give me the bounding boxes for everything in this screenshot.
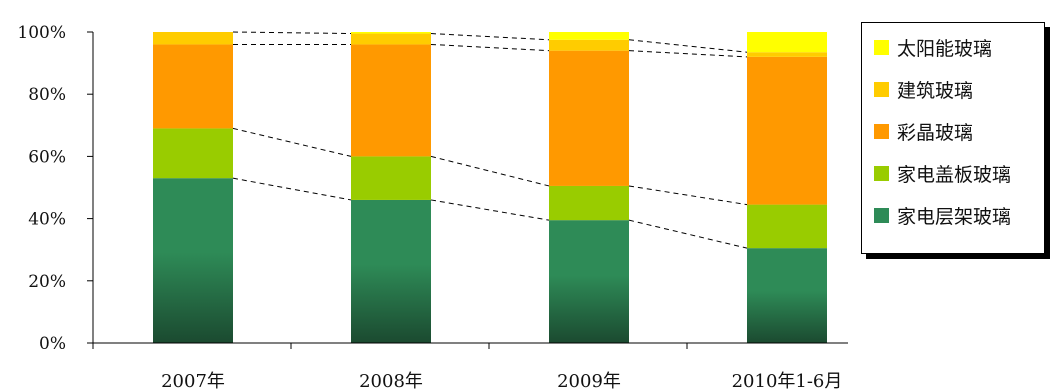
series-connector-line — [232, 31, 352, 35]
bar-segment-2-3 — [747, 56, 827, 205]
axes — [87, 31, 848, 349]
bar-segment-3-2 — [549, 39, 629, 51]
series-connector-line — [232, 127, 352, 157]
legend-item-color-crystal-glass: 彩晶玻璃 — [874, 117, 973, 145]
bar-segment-2-2 — [549, 50, 629, 186]
series-connector-line — [628, 185, 748, 206]
legend-label: 家电盖板玻璃 — [897, 163, 1012, 186]
series-connector-line — [430, 155, 550, 187]
legend-label: 彩晶玻璃 — [897, 121, 974, 144]
bar-segment-4-3 — [747, 32, 827, 53]
bar-segment-1-1 — [351, 156, 431, 200]
series-connector-line — [628, 39, 748, 53]
legend-swatch — [874, 207, 889, 223]
y-tick-label: 80% — [28, 85, 66, 105]
legend-swatch — [874, 81, 889, 97]
legend-item-solar-glass: 太阳能玻璃 — [874, 33, 992, 61]
x-category-label: 2009年 — [557, 371, 621, 392]
bar-segment-3-1 — [351, 33, 431, 45]
y-tick-label: 0% — [39, 334, 66, 354]
x-category-label: 2007年 — [161, 371, 225, 392]
bar-segment-3-3 — [747, 52, 827, 57]
series-connector-line — [232, 177, 352, 201]
legend-label: 建筑玻璃 — [897, 79, 974, 102]
bar-segment-1-0 — [153, 128, 233, 179]
y-tick-label: 100% — [17, 23, 66, 43]
x-category-labels: 2007年 2008年 2009年 2010年1-6月 — [161, 371, 842, 392]
bar-segment-0-1 — [351, 199, 431, 343]
x-category-label: 2010年1-6月 — [732, 371, 843, 392]
connector-lines — [232, 31, 748, 249]
legend-swatch — [874, 165, 889, 181]
y-tick-labels: 0% 20% 40% 60% 80% 100% — [17, 23, 66, 354]
bar-segment-0-0 — [153, 178, 233, 343]
legend-item-appliance-cover-glass: 家电盖板玻璃 — [874, 159, 1011, 187]
legend-swatch — [874, 123, 889, 139]
legend: 太阳能玻璃 建筑玻璃 彩晶玻璃 家电盖板玻璃 家电层架玻璃 — [861, 22, 1045, 254]
bar-segment-1-3 — [747, 204, 827, 249]
bar-segment-2-1 — [351, 44, 431, 157]
bars-layer — [153, 32, 827, 343]
series-connector-line — [628, 219, 748, 249]
legend-item-building-glass: 建筑玻璃 — [874, 75, 973, 103]
series-connector-line — [628, 50, 748, 58]
x-category-label: 2008年 — [359, 371, 423, 392]
bar-segment-2-0 — [153, 44, 233, 129]
legend-label: 家电层架玻璃 — [897, 205, 1012, 228]
legend-swatch — [874, 39, 889, 55]
bar-segment-4-2 — [549, 32, 629, 40]
y-tick-label: 40% — [28, 210, 66, 230]
bar-segment-0-2 — [549, 220, 629, 343]
legend-label: 太阳能玻璃 — [897, 37, 993, 60]
y-tick-label: 20% — [28, 272, 66, 292]
series-connector-line — [430, 33, 550, 41]
series-connector-line — [430, 199, 550, 221]
bar-segment-1-2 — [549, 185, 629, 221]
bar-segment-4-1 — [351, 32, 431, 34]
series-connector-line — [430, 43, 550, 52]
bar-segment-0-3 — [747, 248, 827, 343]
legend-item-appliance-shelf-glass: 家电层架玻璃 — [874, 201, 1011, 229]
y-tick-label: 60% — [28, 147, 66, 167]
bar-segment-3-0 — [153, 32, 233, 45]
